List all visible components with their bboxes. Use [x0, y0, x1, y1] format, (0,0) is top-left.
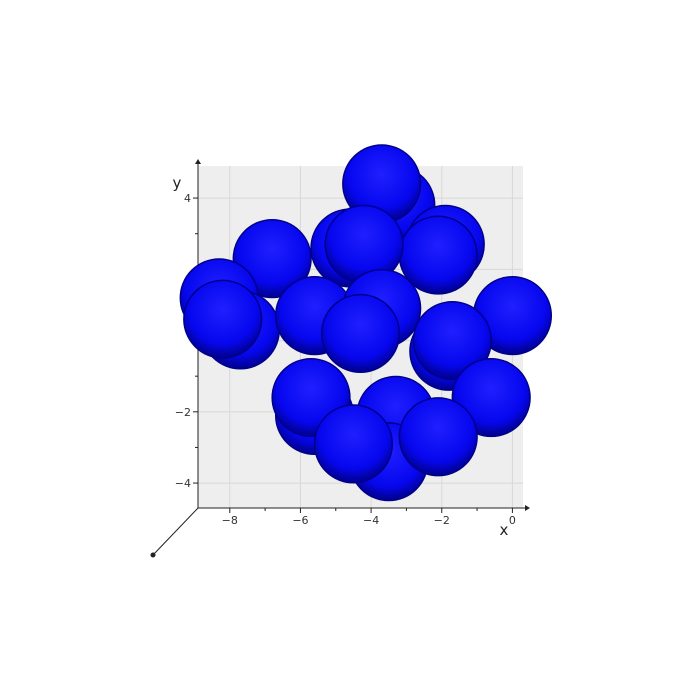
- y-tick-label: 4: [184, 192, 191, 205]
- sphere-point: [313, 404, 394, 484]
- y-axis-label: y: [173, 174, 182, 192]
- x-tick-label: −6: [292, 514, 308, 527]
- x-axis-label: x: [500, 521, 509, 539]
- y-tick-label: −2: [175, 406, 191, 419]
- z-axis-line: [152, 507, 199, 556]
- data-points: [179, 144, 553, 502]
- sphere-point: [183, 279, 263, 359]
- sphere-point: [398, 397, 478, 477]
- x-tick-label: 0: [509, 514, 516, 527]
- x-tick-label: −8: [222, 514, 238, 527]
- y-axis-arrow: [195, 159, 201, 164]
- tick-labels: −8 −6 −4 −2 0 −4 −2 4: [175, 192, 516, 527]
- x-tick-label: −4: [363, 514, 379, 527]
- x-tick-label: −2: [434, 514, 450, 527]
- sphere-point: [320, 293, 401, 374]
- y-tick-label: −4: [175, 477, 191, 490]
- z-axis-end-dot: [150, 552, 156, 558]
- sphere-point: [412, 300, 492, 381]
- x-axis-arrow: [525, 505, 530, 511]
